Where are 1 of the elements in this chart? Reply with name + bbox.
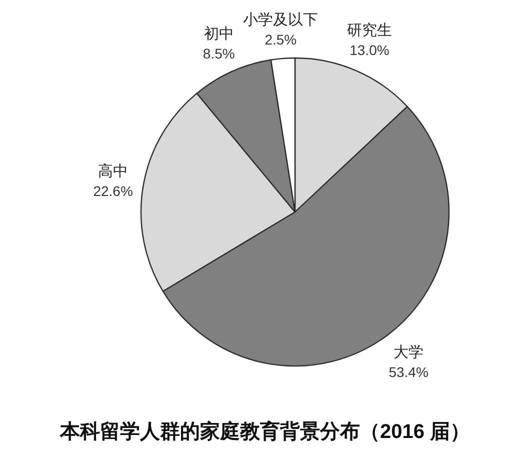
title: 本科留学人群的家庭教育背景分布（2016 届） <box>60 421 470 443</box>
